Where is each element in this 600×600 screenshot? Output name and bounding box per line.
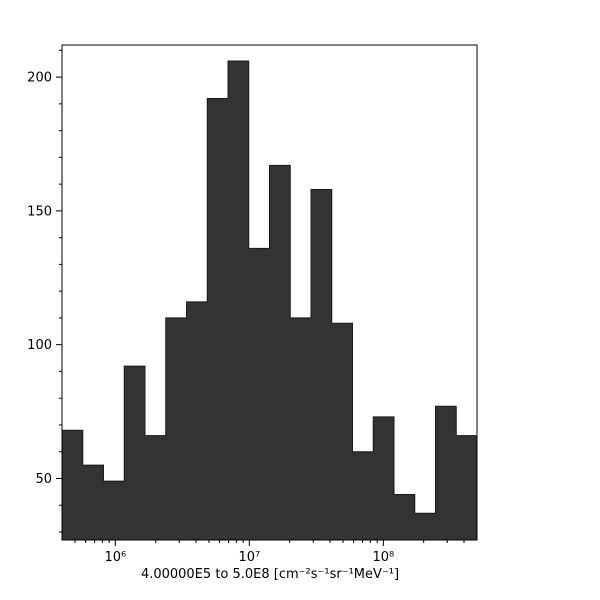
histogram-bars xyxy=(61,60,478,541)
x-axis-tick-label: 10⁶ xyxy=(104,550,126,565)
plot-frame xyxy=(61,44,478,541)
x-axis-tick-label: 10⁸ xyxy=(372,550,394,565)
y-axis-tick-label: 100 xyxy=(27,338,52,353)
y-axis-tick-label: 200 xyxy=(27,71,52,86)
x-axis-tick-label: 10⁷ xyxy=(238,550,260,565)
y-axis-tick-label: 150 xyxy=(27,204,52,219)
y-axis-tick-label: 50 xyxy=(35,472,52,487)
x-axis-label: 4.00000E5 to 5.0E8 [cm⁻²s⁻¹sr⁻¹MeV⁻¹] xyxy=(140,567,400,582)
